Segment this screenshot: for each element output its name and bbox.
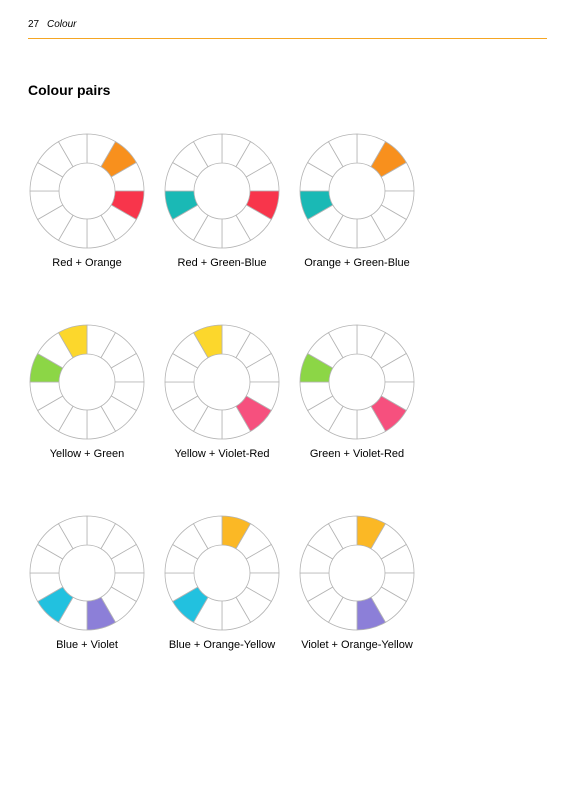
wheel-segment <box>193 133 223 168</box>
wheel-segment-highlighted <box>58 324 88 359</box>
colour-pair: Violet + Orange-Yellow <box>292 508 422 668</box>
wheel-segment <box>193 515 223 550</box>
colour-pair: Red + Orange <box>22 126 152 286</box>
colour-pair: Blue + Violet <box>22 508 152 668</box>
wheel-segment <box>328 515 358 550</box>
wheel-segment <box>58 515 88 550</box>
colour-pair: Green + Violet-Red <box>292 317 422 477</box>
wheel-segment <box>328 133 358 168</box>
wheel-segment-highlighted <box>193 324 223 359</box>
pair-label: Blue + Orange-Yellow <box>168 639 276 651</box>
section-name: Colour <box>47 19 77 30</box>
pair-label: Red + Green-Blue <box>177 257 267 269</box>
colour-wheel <box>29 324 145 440</box>
pair-label: Orange + Green-Blue <box>304 257 410 269</box>
colour-pair: Red + Green-Blue <box>157 126 287 286</box>
colour-pair: Yellow + Green <box>22 317 152 477</box>
pair-label: Green + Violet-Red <box>309 448 405 460</box>
pair-label: Yellow + Green <box>49 448 125 460</box>
colour-wheel <box>164 515 280 631</box>
colour-wheel <box>299 133 415 249</box>
pair-label: Blue + Violet <box>56 639 118 651</box>
pair-label: Red + Orange <box>52 257 122 269</box>
colour-pair: Yellow + Violet-Red <box>157 317 287 477</box>
pair-label: Yellow + Violet-Red <box>174 448 270 460</box>
colour-wheel <box>164 133 280 249</box>
colour-wheel <box>29 133 145 249</box>
page-header: 27 Colour <box>28 18 547 39</box>
colour-pair: Blue + Orange-Yellow <box>157 508 287 668</box>
wheel-segment <box>328 324 358 359</box>
section-title: Colour pairs <box>28 82 111 98</box>
pair-label: Violet + Orange-Yellow <box>301 639 413 651</box>
colour-wheel <box>164 324 280 440</box>
colour-wheel <box>299 324 415 440</box>
page-number: 27 <box>28 19 40 30</box>
colour-wheel <box>29 515 145 631</box>
colour-wheel <box>299 515 415 631</box>
wheel-segment <box>58 133 88 168</box>
colour-pair: Orange + Green-Blue <box>292 126 422 286</box>
